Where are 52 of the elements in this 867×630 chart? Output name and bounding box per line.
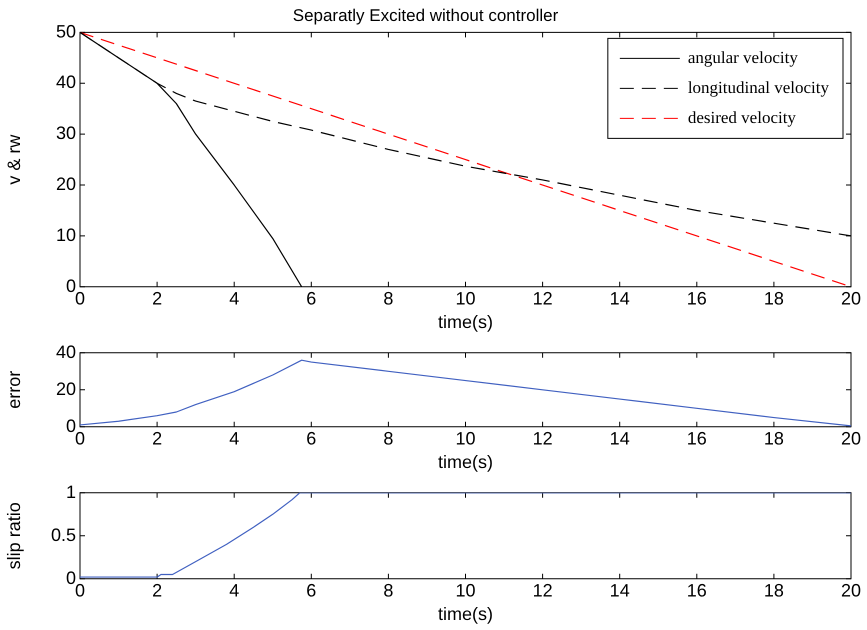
y-tick-label: 20 bbox=[56, 174, 76, 194]
x-tick-label: 10 bbox=[455, 428, 476, 449]
y-tick-label: 1 bbox=[66, 482, 76, 502]
x-tick-label: 16 bbox=[686, 428, 707, 449]
y-tick-label: 30 bbox=[56, 123, 76, 144]
legend-label: angular velocity bbox=[688, 48, 798, 67]
y-tick-label: 10 bbox=[56, 224, 76, 245]
x-tick-label: 18 bbox=[764, 428, 784, 449]
x-tick-label: 8 bbox=[383, 428, 394, 449]
x-tick-label: 2 bbox=[152, 580, 162, 601]
x-tick-label: 8 bbox=[383, 580, 394, 601]
y-tick-label: 0 bbox=[66, 568, 76, 588]
x-tick-label: 20 bbox=[840, 428, 862, 449]
y-axis-title: error bbox=[4, 370, 24, 409]
x-tick-label: 12 bbox=[532, 580, 553, 601]
x-tick-label: 10 bbox=[455, 288, 476, 309]
x-tick-label: 12 bbox=[532, 288, 553, 309]
y-axis-title: slip ratio bbox=[4, 502, 24, 570]
y-tick-label: 50 bbox=[56, 21, 76, 42]
y-axis-title: v & rw bbox=[4, 134, 24, 185]
x-tick-label: 18 bbox=[764, 288, 784, 309]
y-tick-label: 0 bbox=[66, 276, 76, 296]
x-tick-label: 4 bbox=[229, 288, 240, 309]
y-tick-label: 0 bbox=[66, 416, 76, 436]
y-tick-label: 0.5 bbox=[50, 524, 76, 545]
x-tick-label: 14 bbox=[610, 428, 630, 449]
x-tick-label: 16 bbox=[686, 288, 707, 309]
x-tick-label: 6 bbox=[306, 288, 316, 309]
x-axis-title: time(s) bbox=[438, 452, 493, 472]
legend-label: longitudinal velocity bbox=[688, 78, 830, 97]
x-tick-label: 14 bbox=[610, 288, 630, 309]
y-tick-label: 40 bbox=[56, 72, 76, 92]
x-tick-label: 20 bbox=[840, 580, 862, 601]
x-tick-label: 2 bbox=[152, 288, 162, 309]
x-tick-label: 12 bbox=[532, 428, 553, 449]
x-tick-label: 4 bbox=[229, 428, 240, 449]
legend-label: desired velocity bbox=[688, 108, 796, 127]
y-tick-label: 40 bbox=[56, 342, 76, 362]
x-tick-label: 20 bbox=[840, 288, 862, 309]
x-axis-title: time(s) bbox=[438, 312, 493, 332]
y-tick-label: 20 bbox=[56, 378, 76, 399]
x-tick-label: 4 bbox=[229, 580, 240, 601]
x-tick-label: 6 bbox=[306, 580, 316, 601]
x-tick-label: 18 bbox=[764, 580, 784, 601]
x-axis-title: time(s) bbox=[438, 604, 493, 624]
x-tick-label: 16 bbox=[686, 580, 707, 601]
x-tick-label: 2 bbox=[152, 428, 162, 449]
x-tick-label: 14 bbox=[610, 580, 630, 601]
x-tick-label: 10 bbox=[455, 580, 476, 601]
chart-title: Separatly Excited without controller bbox=[292, 6, 559, 25]
x-tick-label: 8 bbox=[383, 288, 394, 309]
x-tick-label: 6 bbox=[306, 428, 316, 449]
